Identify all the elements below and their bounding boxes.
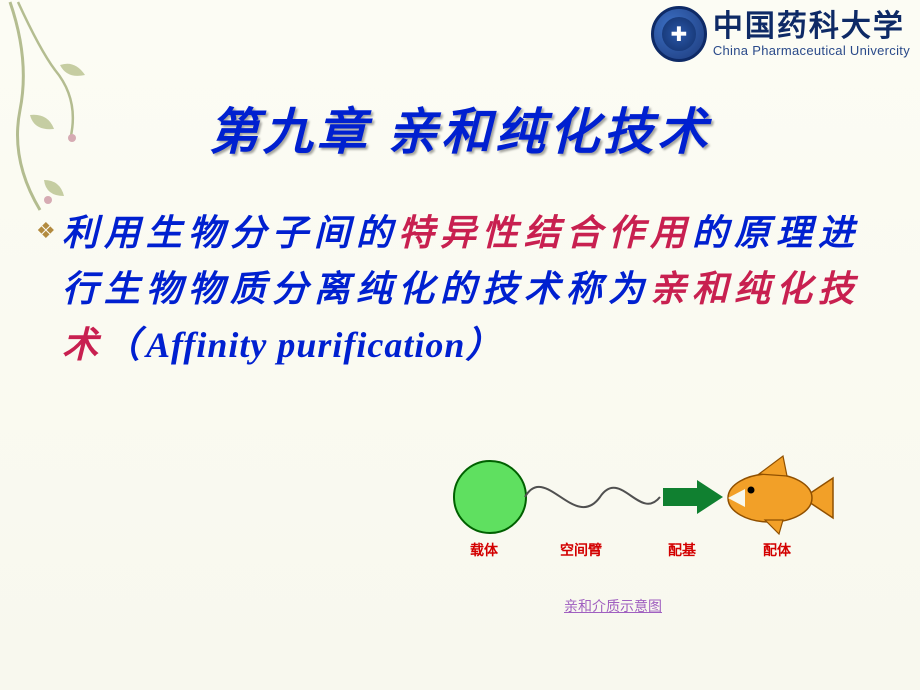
bullet-icon: ❖ (36, 218, 56, 244)
university-name-cn: 中国药科大学 (713, 12, 910, 42)
university-logo-icon: ✚ (651, 6, 707, 62)
label-carrier: 载体 (470, 540, 498, 560)
corner-vine-decoration (0, 0, 160, 220)
university-logo-block: ✚ 中国药科大学 China Pharmaceutical Univercity (651, 6, 910, 62)
label-spacer: 空间臂 (560, 540, 602, 560)
ligand-fish (728, 456, 833, 534)
slide-body: 利用生物分子间的特异性结合作用的原理进行生物物质分离纯化的技术称为亲和纯化技术（… (62, 206, 870, 373)
university-name-en: China Pharmaceutical Univercity (713, 44, 910, 57)
body-seg4: ） (465, 325, 507, 365)
body-seg1: 利用生物分子间的 (62, 213, 398, 253)
carrier-circle (454, 461, 526, 533)
diagram-caption: 亲和介质示意图 (564, 596, 662, 616)
ligand-group-arrow (663, 480, 723, 514)
slide-title: 第九章 亲和纯化技术 (209, 92, 712, 164)
body-paren: Affinity purification (146, 325, 465, 365)
body-highlight1: 特异性结合作用 (398, 213, 692, 253)
label-ligand-group: 配基 (668, 540, 696, 560)
body-seg3: （ (104, 325, 146, 365)
label-ligand: 配体 (763, 540, 791, 560)
spacer-arm (525, 487, 660, 507)
